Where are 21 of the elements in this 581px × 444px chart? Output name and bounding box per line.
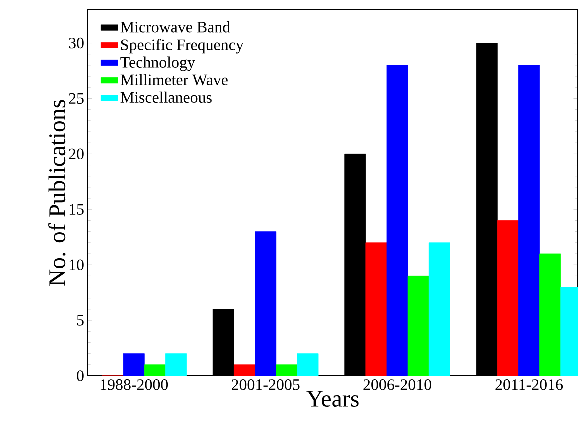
- x-tick-label: 1988-2000: [100, 380, 168, 390]
- legend-label: Microwave Band: [120, 22, 230, 33]
- legend-label: Miscellaneous: [120, 92, 212, 104]
- legend-label: Technology: [120, 56, 196, 72]
- y-tick-label: 20: [69, 148, 84, 160]
- y-tick-label: 0: [77, 370, 84, 382]
- y-tick-label: 30: [69, 38, 84, 49]
- x-axis-title: Years: [306, 391, 359, 408]
- x-tick-label: 2001-2005: [232, 380, 300, 390]
- bar: [297, 354, 319, 376]
- y-axis-title: No. of Publications: [48, 100, 66, 286]
- y-tick-label: 15: [70, 204, 84, 215]
- x-tick-label: 2006-2010: [364, 380, 432, 390]
- legend-label: Millimeter Wave: [120, 74, 228, 86]
- y-tick-label: 5: [77, 315, 84, 326]
- legend-label: Specific Frequency: [121, 39, 244, 54]
- bar: [428, 242, 450, 376]
- y-tick-label: 25: [69, 93, 84, 104]
- x-tick-label: 2011-2016: [496, 380, 564, 390]
- y-tick-label: 10: [70, 260, 84, 270]
- bar: [166, 354, 187, 376]
